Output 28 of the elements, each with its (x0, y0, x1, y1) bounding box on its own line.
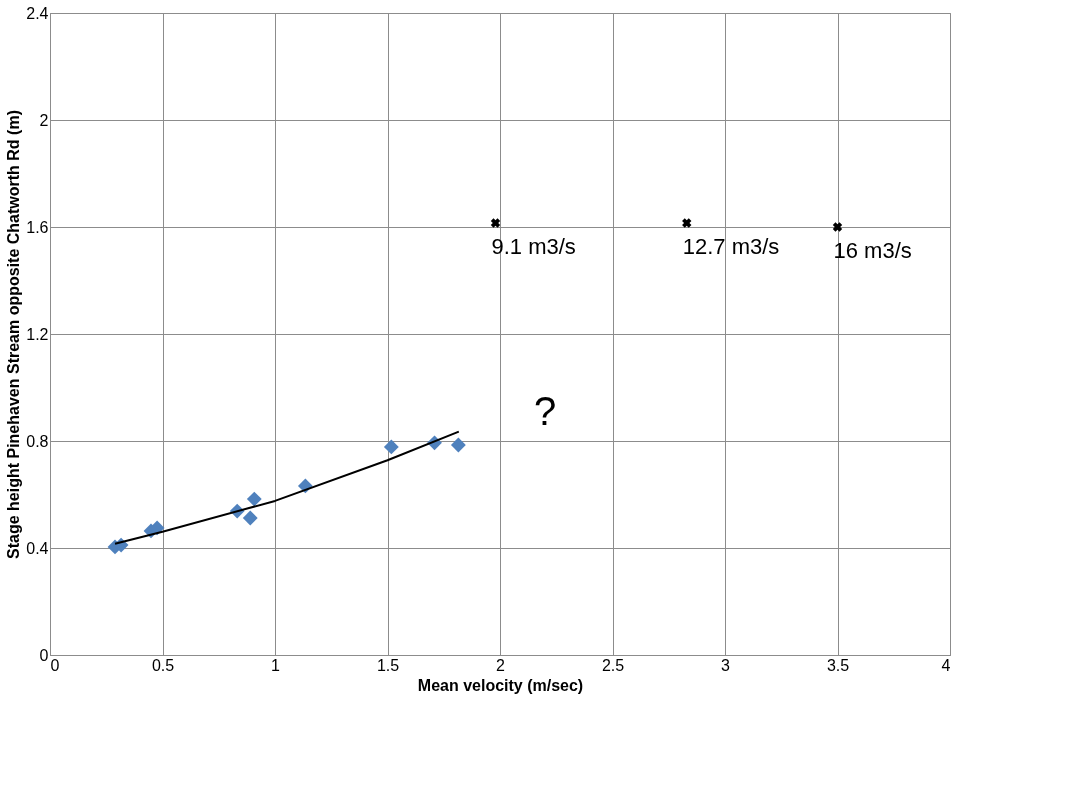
annotation: ? (533, 389, 557, 433)
y-tick-label: 1.2 (26, 325, 49, 343)
x-tick-label: 2.5 (601, 656, 625, 674)
x-tick-label: 3.5 (826, 656, 850, 674)
annotation: 9.1 m3/s (491, 233, 576, 259)
y-axis-title: Stage height Pinehaven Stream opposite Chatworth Rd (m) (5, 110, 23, 559)
x-tick-label: 4 (941, 656, 951, 674)
point (242, 510, 258, 526)
x-tick-label: 0.5 (151, 656, 175, 674)
annotation: 16 m3/s (833, 238, 912, 263)
y-tick-label: 0.8 (26, 432, 49, 450)
x-axis-title: Mean velocity (m/sec) (417, 676, 584, 694)
point (246, 491, 262, 507)
x-tick-label: 0 (50, 656, 60, 674)
point (832, 222, 843, 232)
y-tick-label: 0.4 (26, 539, 49, 557)
x-tick-label: 1.5 (376, 656, 400, 674)
y-tick-label: 2 (39, 111, 49, 129)
x-tick-label: 2 (496, 656, 506, 674)
point (450, 437, 466, 453)
y-tick-label: 2.4 (26, 4, 49, 22)
x-tick-label: 1 (271, 656, 281, 674)
point (490, 218, 501, 228)
x-tick-label: 3 (721, 656, 731, 674)
y-tick-label: 1.6 (26, 218, 49, 236)
annotation: 12.7 m3/s (682, 233, 780, 259)
point (383, 439, 399, 455)
point (682, 218, 692, 228)
